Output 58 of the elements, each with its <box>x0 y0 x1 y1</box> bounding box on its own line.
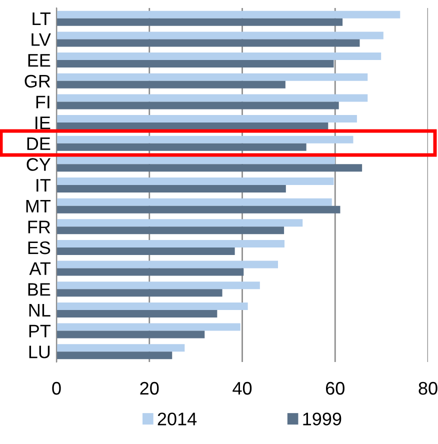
y-tick-label: NL <box>29 304 50 316</box>
bar <box>56 302 248 310</box>
y-tick-label: MT <box>26 200 51 212</box>
bar <box>56 206 340 214</box>
x-tick-label: 60 <box>326 382 344 395</box>
bar <box>56 18 343 26</box>
bar <box>56 143 306 151</box>
bar <box>56 323 240 331</box>
y-tick-label: IE <box>36 116 50 130</box>
y-tick-label: GR <box>24 74 50 88</box>
bar <box>56 122 328 130</box>
x-tick-label: 80 <box>418 382 438 395</box>
x-tick-label: 40 <box>232 382 252 395</box>
bar <box>56 310 218 318</box>
bar <box>56 156 336 164</box>
bar <box>56 136 354 144</box>
y-tick-label: EE <box>28 54 50 67</box>
y-tick-label: IT <box>36 179 51 192</box>
bar <box>56 178 334 185</box>
y-tick-label: AT <box>29 262 51 275</box>
bar <box>56 247 235 255</box>
bar <box>56 289 222 297</box>
bar <box>56 80 286 88</box>
bar <box>56 352 172 360</box>
bar <box>56 185 286 192</box>
bar <box>56 60 334 68</box>
y-tick-label: PT <box>29 324 51 338</box>
bar <box>56 330 205 338</box>
bar <box>56 219 303 227</box>
bar <box>56 268 244 276</box>
y-tick-label: LV <box>32 33 51 46</box>
bar <box>56 282 260 290</box>
x-tick-label: 0 <box>52 382 61 395</box>
y-tick-label: FI <box>36 96 50 108</box>
x-tick-label: 20 <box>140 382 159 395</box>
bar <box>56 32 384 40</box>
bar <box>56 226 284 234</box>
bar <box>56 73 368 81</box>
bar <box>56 102 339 110</box>
bar <box>56 240 285 248</box>
y-tick-label: LT <box>32 12 51 25</box>
bar <box>56 52 382 60</box>
bar <box>56 39 360 47</box>
y-tick-label: ES <box>28 241 50 254</box>
bar <box>56 10 400 18</box>
legend-label: 1999 <box>303 412 342 426</box>
y-tick-label: CY <box>26 158 51 171</box>
y-tick-label: DE <box>27 137 50 150</box>
bar <box>56 260 278 268</box>
y-tick-label: LU <box>29 346 50 358</box>
bar <box>56 344 185 352</box>
bar <box>56 94 368 102</box>
bar <box>56 164 362 172</box>
y-tick-label: BE <box>28 283 50 296</box>
bar <box>56 115 357 123</box>
legend-label: 2014 <box>158 412 197 426</box>
y-tick-label: FR <box>28 220 50 234</box>
bar <box>56 198 332 206</box>
